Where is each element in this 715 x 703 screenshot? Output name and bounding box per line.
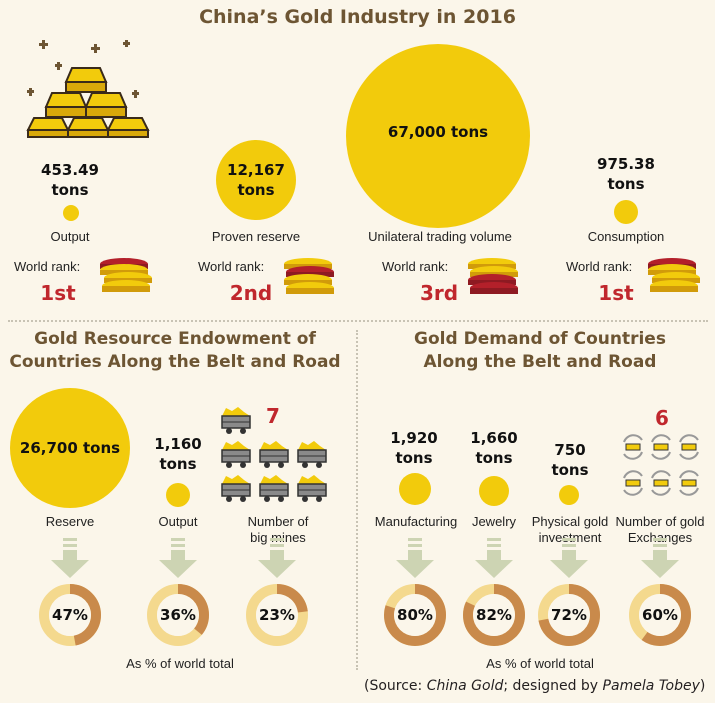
consumption-rank: 1st (598, 281, 634, 305)
coin-stack-icon (468, 258, 518, 294)
donut-arc (147, 584, 209, 646)
arrow-down-icon (258, 538, 296, 578)
investment-circle (559, 485, 579, 505)
proven-reserve-circle (216, 140, 296, 220)
gold-bars-icon (26, 40, 150, 138)
big-mines-label: Number of big mines (247, 514, 309, 545)
reserve-circle (10, 388, 130, 508)
proven-reserve-label: Proven reserve (211, 229, 301, 244)
manufacturing-donut (384, 584, 446, 646)
arrow-down-icon (475, 538, 513, 578)
source-suffix: ) (699, 678, 706, 694)
trading-volume-label: Unilateral trading volume (368, 229, 512, 244)
reserve-label: Reserve (45, 514, 95, 529)
manufacturing-circle (399, 473, 431, 505)
resource-output-pct-label: 36% (160, 606, 196, 624)
resource-output-label: Output (158, 514, 198, 529)
world-rank-label: World rank: (382, 259, 449, 274)
donut-center (394, 594, 436, 636)
demand-footnote: As % of world total (486, 656, 594, 671)
proven-reserve-rank: 2nd (229, 281, 273, 305)
trading-volume-circle (346, 44, 530, 228)
donut-arc (384, 584, 446, 646)
arrow-down-icon (396, 538, 434, 578)
consumption-value: 975.38 tons (597, 155, 655, 193)
demand-title-line2: Along the Belt and Road (423, 352, 657, 372)
jewelry-label: Jewelry (471, 514, 517, 529)
main-title: China’s Gold Industry in 2016 (199, 6, 516, 28)
manufacturing-pct-label: 80% (397, 606, 433, 624)
exchanges-label: Number of gold Exchanges (615, 514, 705, 545)
vertical-divider (356, 330, 358, 670)
investment-value: 750 tons (551, 441, 589, 479)
world-rank-label: World rank: (198, 259, 265, 274)
output-circle (63, 205, 79, 221)
manufacturing-value: 1,920 tons (390, 429, 438, 467)
exchanges-donut (629, 584, 691, 646)
donut-center (548, 594, 590, 636)
investment-pct-label: 72% (551, 606, 587, 624)
arrow-down-icon (159, 538, 197, 578)
resource-footnote: As % of world total (126, 656, 234, 671)
donut-arc (463, 584, 525, 646)
donut-center (49, 594, 91, 636)
reserve-donut (39, 584, 101, 646)
jewelry-circle (479, 476, 509, 506)
exchanges-count: 6 (655, 406, 669, 430)
arrow-down-icon (550, 538, 588, 578)
reserve-value: 26,700 tons (19, 439, 121, 457)
investment-label: Physical gold investment (531, 514, 609, 545)
source-publication: China Gold (426, 678, 504, 694)
output-rank: 1st (40, 281, 76, 305)
world-rank-label: World rank: (14, 259, 81, 274)
donut-arc (538, 584, 600, 646)
output-label: Output (50, 229, 90, 244)
donut-arc (246, 584, 308, 646)
donut-arc (629, 584, 691, 646)
consumption-label: Consumption (587, 229, 665, 244)
source-credit: (Source: China Gold; designed by Pamela … (364, 678, 710, 694)
proven-reserve-value: 12,167 tons (227, 161, 285, 199)
horizontal-divider (8, 320, 708, 322)
consumption-circle (614, 200, 638, 224)
resource-title-line1: Gold Resource Endowment of (34, 329, 316, 349)
trading-volume-value: 67,000 tons (387, 123, 489, 141)
resource-output-circle (166, 483, 190, 507)
jewelry-donut (463, 584, 525, 646)
big-mines-pct-label: 23% (259, 606, 295, 624)
demand-title-line1: Gold Demand of Countries (414, 329, 666, 349)
coin-stack-icon (284, 258, 334, 294)
big-mines-count: 7 (266, 404, 280, 428)
donut-center (157, 594, 199, 636)
resource-output-value: 1,160 tons (154, 435, 202, 473)
resource-output-donut (147, 584, 209, 646)
arrow-down-icon (51, 538, 89, 578)
coin-stack-icon (648, 258, 700, 292)
reserve-pct-label: 47% (52, 606, 88, 624)
source-prefix: (Source: (364, 678, 427, 694)
donut-center (473, 594, 515, 636)
manufacturing-label: Manufacturing (374, 514, 458, 529)
world-rank-label: World rank: (566, 259, 633, 274)
big-mines-donut (246, 584, 308, 646)
jewelry-value: 1,660 tons (470, 429, 518, 467)
trading-volume-rank: 3rd (419, 281, 459, 305)
coin-stack-icon (100, 258, 152, 292)
source-middle: ; designed by (503, 678, 603, 694)
jewelry-pct-label: 82% (476, 606, 512, 624)
source-designer: Pamela Tobey (602, 678, 700, 694)
exchange-icon (623, 434, 699, 496)
investment-donut (538, 584, 600, 646)
donut-center (639, 594, 681, 636)
donut-arc (39, 584, 101, 646)
arrow-down-icon (641, 538, 679, 578)
mine-carts-icon (221, 407, 327, 503)
exchanges-pct-label: 60% (642, 606, 678, 624)
donut-center (256, 594, 298, 636)
output-value: 453.49 tons (41, 161, 99, 199)
resource-title-line2: Countries Along the Belt and Road (9, 352, 341, 372)
